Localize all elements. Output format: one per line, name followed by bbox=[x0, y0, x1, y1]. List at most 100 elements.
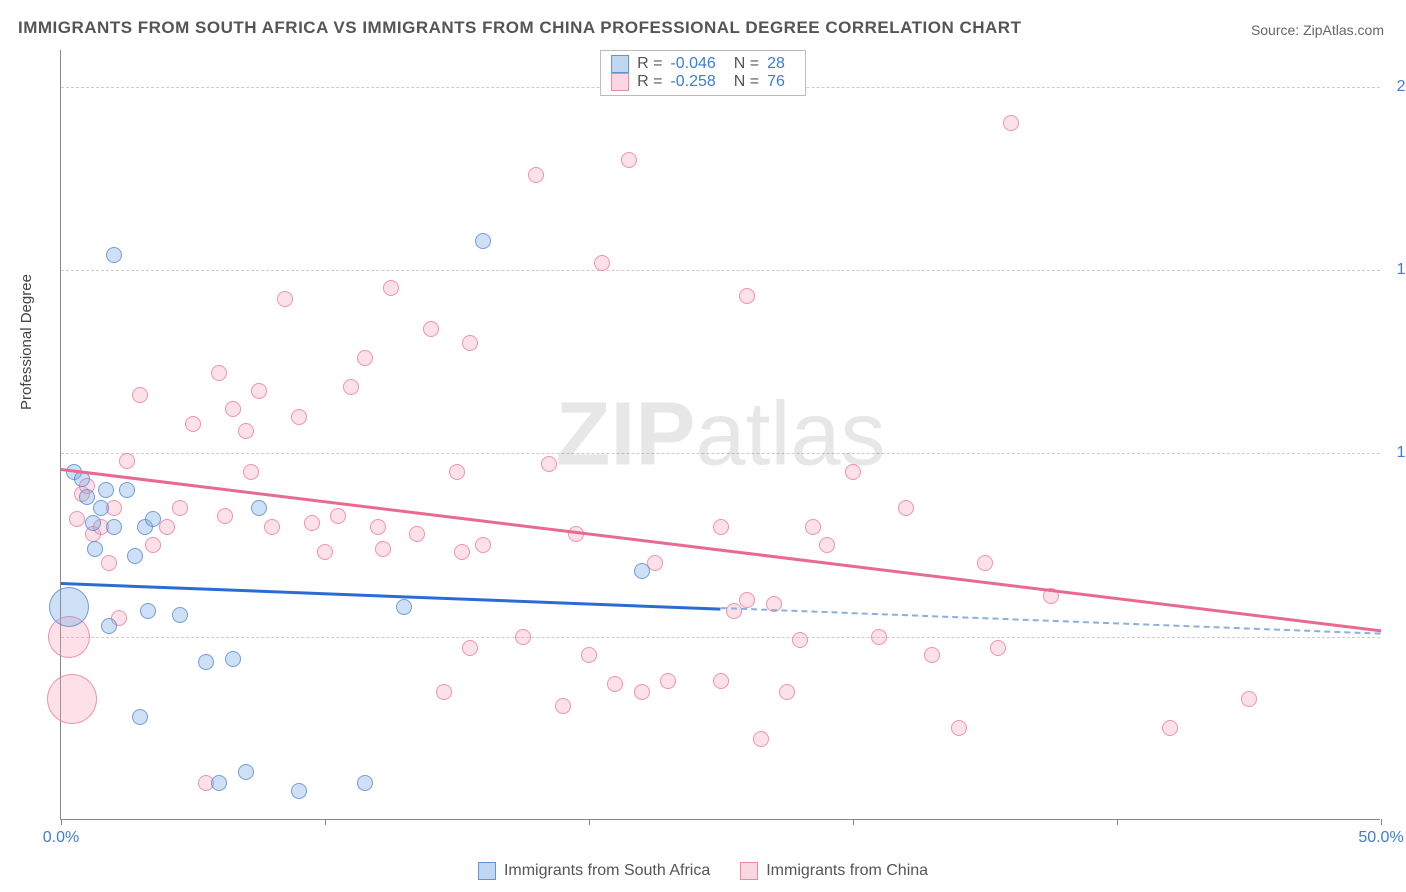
point-china bbox=[172, 500, 188, 516]
point-china bbox=[871, 629, 887, 645]
point-china bbox=[462, 335, 478, 351]
point-south-africa bbox=[396, 599, 412, 615]
point-china bbox=[581, 647, 597, 663]
grid-line bbox=[61, 270, 1380, 271]
chart-title: IMMIGRANTS FROM SOUTH AFRICA VS IMMIGRAN… bbox=[18, 18, 1021, 38]
y-tick-label: 15.0% bbox=[1397, 261, 1406, 279]
point-china bbox=[238, 423, 254, 439]
point-china bbox=[977, 555, 993, 571]
r-label: R = bbox=[637, 73, 662, 91]
point-china bbox=[375, 541, 391, 557]
point-south-africa bbox=[634, 563, 650, 579]
point-china bbox=[119, 453, 135, 469]
y-axis-label: Professional Degree bbox=[18, 274, 35, 410]
point-south-africa bbox=[85, 515, 101, 531]
point-china bbox=[409, 526, 425, 542]
n-label: N = bbox=[734, 55, 759, 73]
point-south-africa bbox=[198, 654, 214, 670]
point-china bbox=[845, 464, 861, 480]
point-china bbox=[251, 383, 267, 399]
legend-item-china: Immigrants from China bbox=[740, 862, 928, 880]
point-china bbox=[243, 464, 259, 480]
x-tick bbox=[589, 819, 590, 825]
point-china bbox=[1003, 115, 1019, 131]
r-label: R = bbox=[637, 55, 662, 73]
point-china bbox=[634, 684, 650, 700]
watermark-bold: ZIP bbox=[555, 384, 695, 484]
point-china bbox=[69, 511, 85, 527]
plot-area: ZIPatlas 5.0%10.0%15.0%20.0%0.0%50.0% bbox=[60, 50, 1380, 820]
swatch-blue-icon bbox=[478, 862, 496, 880]
x-tick bbox=[1117, 819, 1118, 825]
point-china bbox=[726, 603, 742, 619]
point-south-africa bbox=[172, 607, 188, 623]
point-south-africa bbox=[145, 511, 161, 527]
x-tick-label: 50.0% bbox=[1358, 829, 1403, 847]
point-china bbox=[779, 684, 795, 700]
legend-stats-row-pink: R = -0.258 N = 76 bbox=[611, 73, 795, 91]
point-south-africa bbox=[238, 764, 254, 780]
point-china bbox=[528, 167, 544, 183]
point-china bbox=[819, 537, 835, 553]
point-china bbox=[541, 456, 557, 472]
point-south-africa bbox=[98, 482, 114, 498]
n-label: N = bbox=[734, 73, 759, 91]
swatch-pink-icon bbox=[740, 862, 758, 880]
point-china bbox=[264, 519, 280, 535]
point-south-africa bbox=[127, 548, 143, 564]
point-south-africa bbox=[87, 541, 103, 557]
point-china bbox=[621, 152, 637, 168]
legend-stats: R = -0.046 N = 28 R = -0.258 N = 76 bbox=[600, 50, 806, 96]
point-china bbox=[132, 387, 148, 403]
point-china bbox=[211, 365, 227, 381]
point-china bbox=[185, 416, 201, 432]
n-value-pink: 76 bbox=[767, 73, 785, 91]
point-china bbox=[317, 544, 333, 560]
legend-stats-row-blue: R = -0.046 N = 28 bbox=[611, 55, 795, 73]
trendline-south-africa-extrapolated bbox=[721, 607, 1381, 635]
point-china bbox=[277, 291, 293, 307]
point-china bbox=[436, 684, 452, 700]
point-china bbox=[1162, 720, 1178, 736]
point-china bbox=[555, 698, 571, 714]
point-china bbox=[343, 379, 359, 395]
point-china bbox=[454, 544, 470, 560]
point-china bbox=[370, 519, 386, 535]
point-china bbox=[898, 500, 914, 516]
r-value-blue: -0.046 bbox=[670, 55, 715, 73]
swatch-blue-icon bbox=[611, 55, 629, 73]
n-value-blue: 28 bbox=[767, 55, 785, 73]
point-south-africa bbox=[225, 651, 241, 667]
trendline-south-africa bbox=[61, 582, 721, 610]
point-china bbox=[449, 464, 465, 480]
x-tick bbox=[325, 819, 326, 825]
point-china bbox=[713, 519, 729, 535]
point-china bbox=[660, 673, 676, 689]
point-china bbox=[101, 555, 117, 571]
point-south-africa bbox=[101, 618, 117, 634]
point-china bbox=[145, 537, 161, 553]
point-south-africa bbox=[106, 519, 122, 535]
y-tick-label: 20.0% bbox=[1397, 78, 1406, 96]
point-south-africa bbox=[291, 783, 307, 799]
watermark: ZIPatlas bbox=[555, 383, 885, 486]
point-south-africa bbox=[106, 247, 122, 263]
point-china bbox=[805, 519, 821, 535]
point-china bbox=[924, 647, 940, 663]
grid-line bbox=[61, 637, 1380, 638]
point-south-africa bbox=[475, 233, 491, 249]
source-label: Source: ZipAtlas.com bbox=[1251, 22, 1384, 38]
x-tick bbox=[853, 819, 854, 825]
point-china bbox=[217, 508, 233, 524]
point-china bbox=[753, 731, 769, 747]
point-china bbox=[291, 409, 307, 425]
legend-label-china: Immigrants from China bbox=[766, 862, 928, 880]
point-china bbox=[47, 674, 97, 724]
point-china bbox=[739, 288, 755, 304]
legend-label-south-africa: Immigrants from South Africa bbox=[504, 862, 710, 880]
point-china bbox=[951, 720, 967, 736]
x-tick bbox=[1381, 819, 1382, 825]
point-china bbox=[330, 508, 346, 524]
point-china bbox=[990, 640, 1006, 656]
point-south-africa bbox=[119, 482, 135, 498]
